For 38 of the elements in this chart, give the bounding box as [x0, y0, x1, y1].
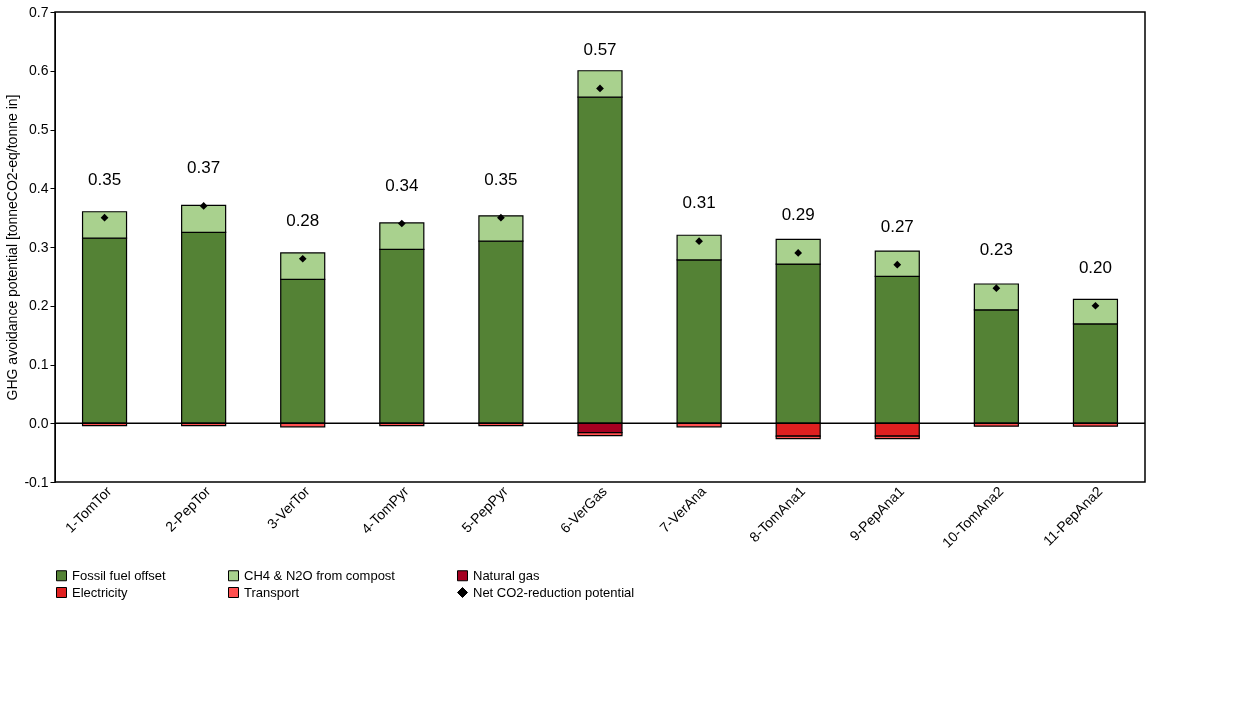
point	[100, 213, 109, 222]
data-label: 0.27	[880, 216, 914, 236]
point	[992, 284, 1001, 292]
data-label: 0.37	[187, 157, 221, 177]
data-label: 0.29	[781, 204, 815, 224]
legend-label: CH4 & N2O from compost	[244, 567, 396, 583]
y-tick-label: 0.4	[29, 179, 49, 196]
point	[1091, 301, 1100, 310]
y-tick-label: 0.2	[29, 297, 49, 314]
point	[695, 237, 703, 245]
y-tick-label: -0.1	[24, 473, 49, 490]
data-label: 0.35	[484, 169, 518, 189]
data-label: 0.28	[286, 210, 320, 230]
point	[199, 202, 208, 210]
point	[893, 260, 902, 269]
point	[397, 219, 406, 228]
y-tick-label: 0.6	[29, 62, 49, 79]
data-label: 0.57	[583, 40, 617, 60]
data-label: 0.23	[979, 240, 1013, 260]
data-label: 0.31	[682, 193, 716, 213]
y-tick-label: 0.3	[29, 238, 49, 255]
y-axis-title: GHG avoidance potential [tonneCO2-eq/tonne in]	[4, 94, 21, 401]
data-label: 0.35	[88, 169, 122, 189]
point	[794, 249, 803, 257]
data-label: 0.34	[385, 175, 419, 195]
point	[596, 84, 604, 93]
y-tick-label: 0.5	[29, 121, 49, 137]
y-tick-label: 0.1	[29, 356, 49, 372]
y-tick-label: 0.7	[29, 3, 49, 20]
point	[298, 254, 307, 263]
y-tick-label: 0.0	[29, 414, 49, 431]
point	[497, 213, 505, 222]
legend-label: Net CO2-reduction potential	[473, 584, 635, 600]
legend-label: Natural gas	[473, 567, 540, 583]
legend-label: Fossil fuel offset	[72, 567, 167, 583]
legend-label: Transport	[244, 584, 300, 600]
legend-label: Electricity	[72, 584, 129, 600]
data-label: 0.20	[1078, 257, 1112, 277]
